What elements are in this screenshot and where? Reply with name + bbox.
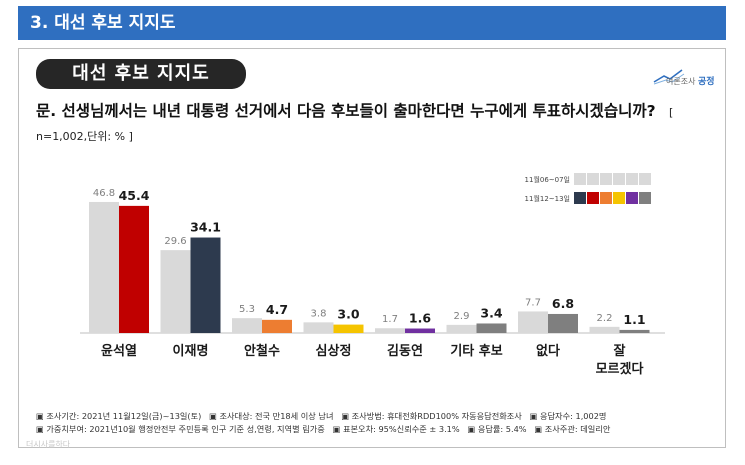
bar-current	[405, 328, 435, 333]
legend-swatch-current	[639, 192, 651, 204]
data-label-current: 4.7	[266, 302, 288, 317]
data-label-current: 6.8	[552, 296, 574, 311]
footer-respondents: ▣ 응답자수: 1,002명	[529, 411, 607, 421]
category-label: 잘	[614, 344, 626, 359]
category-label: 심상정	[316, 343, 352, 359]
data-label-current: 1.1	[623, 312, 645, 327]
footer-response-rate: ▣ 응답률: 5.4%	[467, 424, 527, 434]
data-label-previous: 1.7	[382, 314, 398, 325]
data-label-current: 34.1	[190, 220, 221, 235]
logo-label-small: 여론조사	[666, 77, 696, 86]
bar-current	[119, 205, 149, 333]
legend-swatch-previous	[626, 173, 638, 185]
section-header: 3. 대선 후보 지지도	[18, 6, 726, 40]
category-label: 김동연	[387, 344, 423, 359]
question-text: 문. 선생님께서는 내년 대통령 선거에서 다음 후보들이 출마한다면 누구에게…	[36, 100, 721, 148]
bar-previous	[160, 250, 191, 333]
footer-target: ▣ 조사대상: 전국 만18세 이상 남녀	[209, 411, 334, 421]
data-label-previous: 2.2	[597, 313, 613, 324]
category-label: 없다	[536, 343, 560, 359]
bar-previous	[589, 326, 620, 333]
data-label-current: 45.4	[119, 188, 150, 203]
category-label: 기타 후보	[450, 343, 502, 359]
category-label: 안철수	[244, 343, 280, 359]
legend-swatch-previous	[613, 173, 625, 185]
category-label: 모르겠다	[596, 361, 644, 377]
data-label-previous: 2.9	[454, 311, 470, 322]
bar-current	[190, 237, 221, 333]
data-label-previous: 46.8	[93, 188, 115, 199]
legend-swatch-current	[574, 192, 586, 204]
legend-swatch-previous	[587, 173, 599, 185]
bar-previous	[375, 328, 405, 333]
bar-current	[476, 323, 507, 333]
legend-swatch-previous	[574, 173, 586, 185]
logo-text: 여론조사 공정	[666, 74, 715, 87]
data-label-current: 3.0	[337, 307, 359, 322]
bar-previous	[232, 318, 262, 333]
data-label-current: 1.6	[409, 311, 431, 326]
legend-swatch-current	[613, 192, 625, 204]
question-meta: [ n=1,002,단위: % ]	[36, 106, 674, 143]
chart-title-badge: 대선 후보 지지도	[36, 59, 246, 89]
logo-icon	[653, 69, 685, 85]
data-label-previous: 3.8	[311, 308, 327, 319]
data-label-current: 3.4	[480, 305, 502, 320]
bar-current	[262, 319, 292, 333]
data-label-previous: 29.6	[164, 236, 186, 247]
footer-line-2: ▣ 가중치부여: 2021년10월 행정안전부 주민등록 인구 기준 성,연령,…	[36, 423, 610, 435]
question-body: 문. 선생님께서는 내년 대통령 선거에서 다음 후보들이 출마한다면 누구에게…	[36, 102, 656, 120]
watermark: 더시사를하다	[26, 440, 71, 449]
category-label: 윤석열	[101, 343, 137, 359]
footer-line-1: ▣ 조사기간: 2021년 11월12일(금)~13일(토) ▣ 조사대상: 전…	[36, 410, 606, 422]
legend-swatch-current	[587, 192, 599, 204]
bar-previous	[89, 201, 119, 333]
bar-current	[333, 324, 364, 333]
data-label-previous: 7.7	[525, 297, 541, 308]
footer-weighting: ▣ 가중치부여: 2021년10월 행정안전부 주민등록 인구 기준 성,연령,…	[36, 424, 325, 434]
bar-current	[619, 329, 650, 333]
bar-previous	[303, 322, 334, 333]
legend-swatch-current	[626, 192, 638, 204]
bar-current	[548, 313, 578, 333]
bar-previous	[518, 311, 548, 333]
data-label-previous: 5.3	[239, 304, 255, 315]
legend-swatch-current	[600, 192, 612, 204]
chart-title: 대선 후보 지지도	[72, 63, 210, 84]
footer-period: ▣ 조사기간: 2021년 11월12일(금)~13일(토)	[36, 411, 202, 421]
footer-organizer: ▣ 조사주관: 데일리안	[534, 424, 611, 434]
legend: 11월06~07일 11월12~13일	[512, 172, 672, 210]
legend-swatch-previous	[639, 173, 651, 185]
legend-swatch-previous	[600, 173, 612, 185]
logo-label-brand: 공정	[698, 77, 715, 87]
legend-label-current: 11월12~13일	[524, 195, 570, 203]
footer-method: ▣ 조사방법: 휴대전화RDD100% 자동응답전화조사	[341, 411, 522, 421]
section-title: 3. 대선 후보 지지도	[30, 13, 176, 33]
category-label: 이재명	[173, 343, 209, 359]
legend-label-previous: 11월06~07일	[524, 176, 570, 184]
bar-previous	[446, 324, 477, 333]
footer-error: ▣ 표본오차: 95%신뢰수준 ± 3.1%	[332, 424, 460, 434]
